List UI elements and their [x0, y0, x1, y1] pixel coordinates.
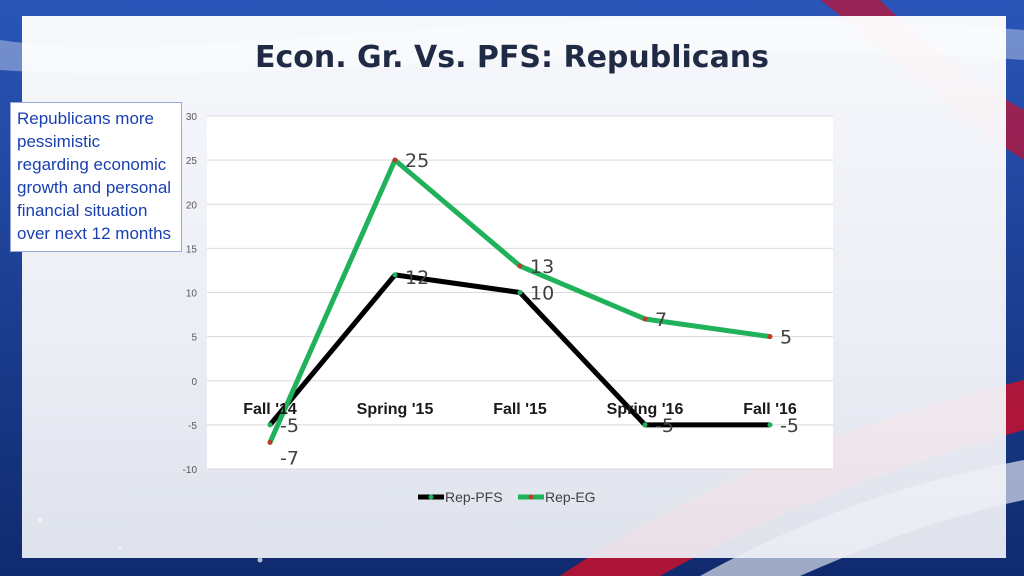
legend-marker: [528, 494, 534, 500]
data-label: -5: [280, 415, 299, 437]
data-label: 13: [530, 256, 554, 278]
data-point-marker: [642, 316, 648, 322]
data-point-marker: [392, 272, 398, 278]
y-tick-label: 15: [186, 244, 198, 255]
data-label: 5: [780, 327, 792, 349]
data-point-marker: [392, 157, 398, 163]
data-label: -7: [280, 448, 299, 470]
y-tick-label: 0: [191, 377, 197, 388]
data-label: 10: [530, 283, 554, 305]
annotation-textbox: Republicans more pessimistic regarding e…: [10, 102, 182, 252]
y-tick-label: -10: [183, 465, 198, 476]
x-tick-label: Fall '14: [243, 401, 297, 418]
y-tick-label: 5: [191, 333, 197, 344]
data-label: 7: [655, 309, 667, 331]
data-point-marker: [642, 422, 648, 428]
legend-marker: [428, 494, 434, 500]
data-label: -5: [655, 415, 674, 437]
x-tick-label: Fall '16: [743, 401, 797, 418]
data-point-marker: [767, 422, 773, 428]
y-tick-label: 25: [186, 156, 198, 167]
data-label: 12: [405, 267, 429, 289]
y-tick-label: 10: [186, 289, 198, 300]
y-tick-label: 20: [186, 200, 198, 211]
data-point-marker: [517, 290, 523, 295]
data-label: -5: [780, 415, 799, 437]
legend-label: Rep-PFS: [445, 489, 503, 505]
x-tick-label: Spring '15: [357, 401, 434, 418]
data-point-marker: [267, 440, 273, 446]
x-tick-label: Fall '15: [493, 401, 547, 418]
legend-label: Rep-EG: [545, 489, 596, 505]
data-point-marker: [267, 422, 273, 428]
x-tick-label: Spring '16: [607, 401, 684, 418]
data-label: 25: [405, 150, 429, 172]
data-point-marker: [767, 334, 773, 340]
data-point-marker: [517, 263, 523, 269]
slide-title: Econ. Gr. Vs. PFS: Republicans: [254, 40, 770, 75]
y-tick-label: -5: [188, 421, 197, 432]
y-tick-label: 30: [186, 112, 198, 123]
